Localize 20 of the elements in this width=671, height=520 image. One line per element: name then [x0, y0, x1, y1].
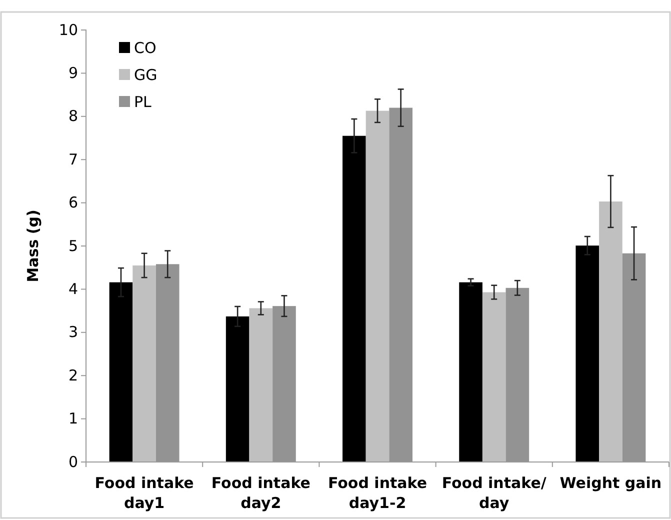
x-tick-label: Food intake day1 — [94, 474, 194, 512]
y-tick-label: 2 — [68, 366, 78, 384]
legend-label: GG — [134, 66, 158, 84]
x-tick-label: Food intake/ day — [442, 474, 547, 512]
y-tick-label: 8 — [68, 107, 78, 126]
y-tick-label: 0 — [68, 452, 78, 471]
x-tick-label: Weight gain — [560, 474, 662, 492]
y-tick-label: 5 — [68, 236, 78, 255]
y-tick-label: 9 — [68, 64, 78, 82]
y-axis-title: Mass (g) — [24, 210, 42, 282]
y-tick-label: 4 — [68, 280, 78, 298]
legend-label: CO — [134, 39, 156, 57]
y-tick-label: 10 — [58, 20, 78, 39]
x-tick-label: Food intake day2 — [211, 474, 310, 512]
y-tick-label: 3 — [68, 323, 78, 342]
y-tick-label: 7 — [68, 150, 78, 168]
legend-label: PL — [134, 93, 152, 111]
y-tick-label: 6 — [68, 194, 78, 212]
y-tick-label: 1 — [68, 410, 78, 428]
x-tick-label: Food intake day1-2 — [328, 474, 428, 512]
